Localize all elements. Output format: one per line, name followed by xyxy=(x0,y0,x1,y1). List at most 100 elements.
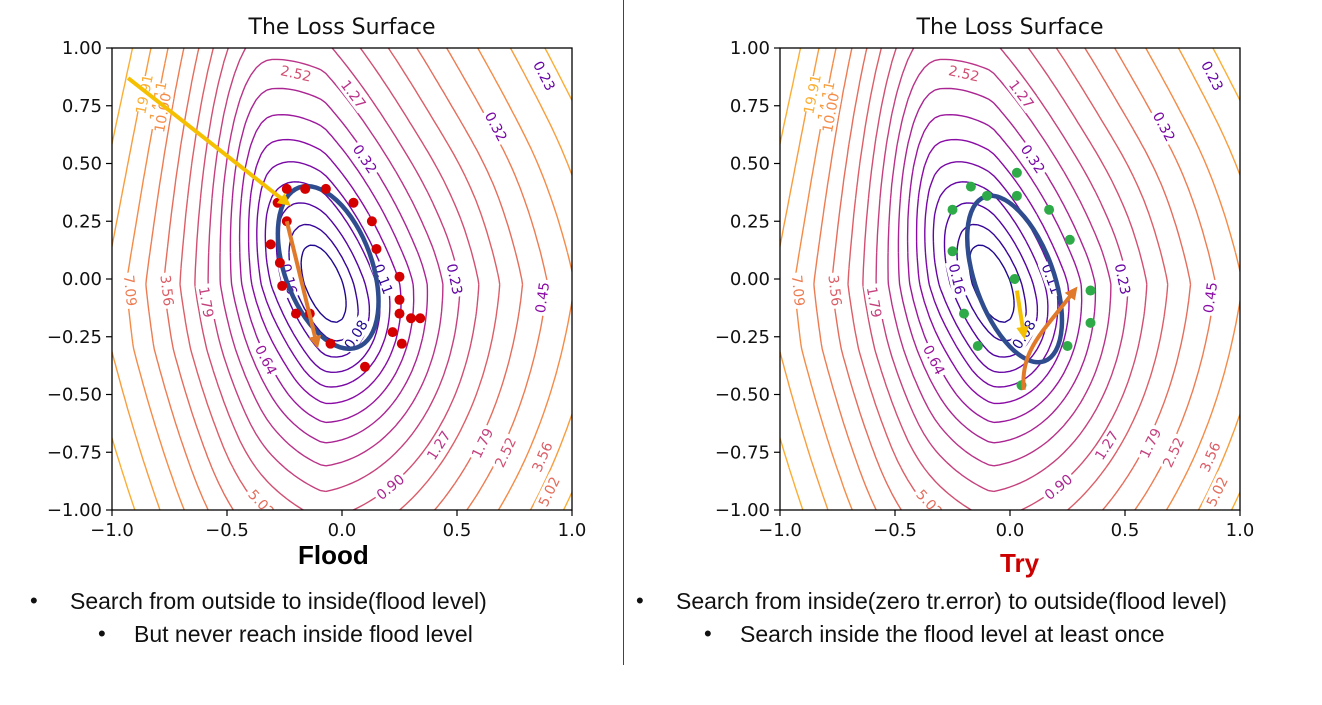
contour-label: 0.32 xyxy=(481,109,510,144)
search-arrow xyxy=(126,76,291,206)
contour-label-bg xyxy=(195,283,218,322)
sample-point xyxy=(1011,190,1022,201)
contour-label: 0.45 xyxy=(533,281,553,314)
contour-label-bg xyxy=(371,469,410,505)
contour-line xyxy=(163,48,524,510)
contour-line xyxy=(112,48,572,510)
contour-label: 3.56 xyxy=(824,274,844,307)
contour-label-bg xyxy=(911,484,948,510)
contour-label: 2.52 xyxy=(947,63,981,85)
contour-line xyxy=(256,161,391,388)
contour-label-bg xyxy=(467,423,498,463)
plot-title: The Loss Surface xyxy=(916,15,1104,40)
sample-point xyxy=(348,197,359,208)
contour-label-bg xyxy=(336,75,371,114)
contour-label: 2.52 xyxy=(279,63,313,85)
panel-right: The Loss Surface 0.08 0.11 0.16 0.23 0.32 0.45… xyxy=(636,0,1318,647)
sample-point xyxy=(360,361,370,372)
y-tick-label: 0.25 xyxy=(62,211,102,232)
sample-point xyxy=(396,338,407,349)
sample-point xyxy=(325,338,336,349)
contour-label: 0.16 xyxy=(945,262,968,296)
contour-label-bg xyxy=(1158,432,1189,472)
contour-label: 3.56 xyxy=(1197,440,1224,475)
contour-label-bg xyxy=(1004,75,1039,114)
sample-point xyxy=(1085,285,1096,296)
contour-label: 7.09 xyxy=(788,274,807,307)
x-tick-label: −0.5 xyxy=(205,520,249,541)
contour-label-bg xyxy=(945,259,970,299)
y-tick-label: −1.00 xyxy=(47,500,102,521)
contour-label: 1.79 xyxy=(469,426,497,461)
contour-label-bg xyxy=(1201,471,1233,510)
y-tick-label: 0.75 xyxy=(730,96,770,117)
contour-line xyxy=(831,48,1192,510)
bullet-list-right: Search from inside(zero tr.error) to out… xyxy=(636,588,1227,648)
contour-line xyxy=(862,48,1148,510)
contour-line xyxy=(915,138,1070,405)
contour-label-bg xyxy=(825,271,846,310)
contour-label-bg xyxy=(1196,56,1228,96)
sample-point xyxy=(274,257,285,268)
contour-line xyxy=(219,58,444,467)
search-arrow xyxy=(284,220,322,349)
y-tick-label: 1.00 xyxy=(62,38,102,59)
contour-lines: 0.080.110.16 0.230.320.450.640.901.27 1.79… xyxy=(780,48,1240,521)
sub-bullet-item: But never reach inside flood level xyxy=(30,621,487,648)
contour-label: 5.02 xyxy=(536,474,564,509)
contour-label-bg xyxy=(250,340,282,380)
sample-point xyxy=(1009,274,1020,284)
sample-point xyxy=(415,313,426,324)
contour-label-bg xyxy=(819,93,842,132)
sample-point xyxy=(1085,317,1096,328)
contour-label-bg xyxy=(443,259,467,299)
y-tick-label: −0.75 xyxy=(715,442,770,463)
sample-point xyxy=(947,246,958,257)
sample-point xyxy=(394,308,405,319)
contour-label-bg xyxy=(944,61,984,86)
sample-point xyxy=(972,340,983,351)
contour-label: 5.02 xyxy=(1204,474,1232,509)
sample-point xyxy=(366,216,377,227)
y-tick-label: −0.75 xyxy=(47,442,102,463)
caption-flood: Flood xyxy=(298,540,369,570)
sample-point xyxy=(265,239,276,250)
flood-level-ellipse xyxy=(275,183,381,352)
contour-label-bg xyxy=(480,106,512,147)
contour-label-bg xyxy=(120,271,141,310)
contour-label-bg xyxy=(1111,259,1135,299)
contour-label: 5.02 xyxy=(912,487,945,521)
contour-label-bg xyxy=(339,314,373,354)
contour-label-bg xyxy=(1039,469,1078,505)
plot-title: The Loss Surface xyxy=(248,15,436,40)
x-tick-label: 1.0 xyxy=(1226,520,1255,541)
contour-label-bg xyxy=(276,61,316,86)
sample-point xyxy=(982,190,992,201)
contour-label-bg xyxy=(531,278,553,317)
sample-point xyxy=(387,327,398,338)
contour-label: 7.09 xyxy=(120,274,139,307)
contour-label: 5.02 xyxy=(244,487,277,521)
contour-label-bg xyxy=(918,340,950,380)
contour-lines: 0.080.110.16 0.230.320.450.640.901.27 1.79… xyxy=(112,48,572,521)
bullet-list-left: Search from outside to inside(flood leve… xyxy=(30,588,487,648)
contour-label: 1.79 xyxy=(1137,426,1165,461)
contour-label-bg xyxy=(1135,423,1166,463)
contour-label-bg xyxy=(533,471,565,510)
sample-point xyxy=(1044,204,1055,215)
x-tick-label: −0.5 xyxy=(873,520,917,541)
y-tick-label: −0.50 xyxy=(715,385,770,406)
sample-point xyxy=(394,294,405,305)
x-tick-label: −1.0 xyxy=(758,520,802,541)
contour-line xyxy=(229,87,429,444)
contour-line xyxy=(300,244,347,323)
search-arrow xyxy=(1021,286,1078,391)
panel-left: The Loss Surface 0.08 0.11 0.16 0.23 0.32 0.45… xyxy=(0,0,620,647)
contour-plot-right: The Loss Surface 0.080.110.16 0.230.320.45… xyxy=(715,15,1255,541)
contour-line xyxy=(288,223,359,342)
contour-label: 1.79 xyxy=(195,286,216,319)
bullet-item: Search from outside to inside(flood leve… xyxy=(30,588,487,615)
sample-point xyxy=(371,243,382,254)
contour-label-bg xyxy=(863,283,886,322)
x-tick-label: 0.5 xyxy=(1111,520,1140,541)
